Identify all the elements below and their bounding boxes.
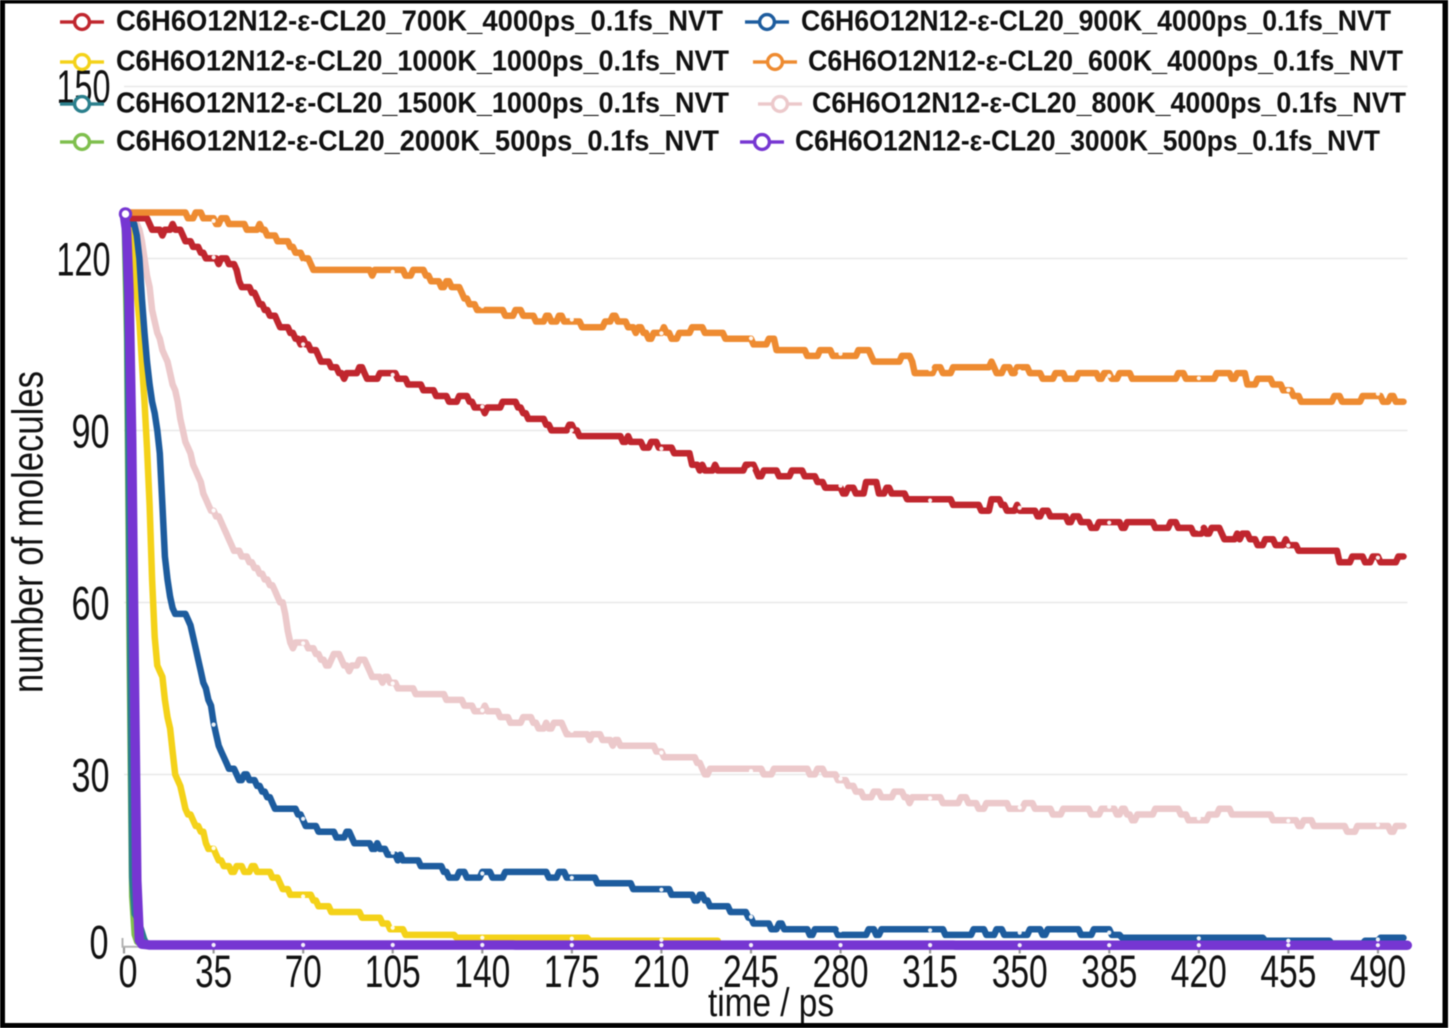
svg-text:420: 420	[1171, 946, 1227, 997]
svg-text:455: 455	[1260, 946, 1316, 997]
svg-text:315: 315	[902, 946, 958, 997]
svg-text:number of molecules: number of molecules	[4, 371, 53, 693]
svg-text:C6H6O12N12-ε-CL20_3000K_500ps_: C6H6O12N12-ε-CL20_3000K_500ps_0.1fs_NVT	[795, 126, 1380, 158]
svg-text:105: 105	[365, 946, 421, 997]
svg-text:120: 120	[57, 232, 111, 285]
svg-text:C6H6O12N12-ε-CL20_800K_4000ps_: C6H6O12N12-ε-CL20_800K_4000ps_0.1fs_NVT	[812, 88, 1406, 120]
svg-text:C6H6O12N12-ε-CL20_600K_4000ps_: C6H6O12N12-ε-CL20_600K_4000ps_0.1fs_NVT	[808, 46, 1403, 78]
svg-text:245: 245	[723, 946, 779, 997]
svg-text:C6H6O12N12-ε-CL20_1500K_1000ps: C6H6O12N12-ε-CL20_1500K_1000ps_0.1fs_NVT	[116, 88, 729, 120]
svg-text:C6H6O12N12-ε-CL20_700K_4000ps_: C6H6O12N12-ε-CL20_700K_4000ps_0.1fs_NVT	[116, 6, 723, 38]
svg-text:35: 35	[195, 946, 232, 997]
svg-text:C6H6O12N12-ε-CL20_1000K_1000ps: C6H6O12N12-ε-CL20_1000K_1000ps_0.1fs_NVT	[116, 46, 729, 78]
svg-text:140: 140	[454, 946, 510, 997]
svg-text:time / ps: time / ps	[708, 981, 834, 1025]
svg-text:C6H6O12N12-ε-CL20_900K_4000ps_: C6H6O12N12-ε-CL20_900K_4000ps_0.1fs_NVT	[801, 6, 1391, 38]
svg-text:210: 210	[633, 946, 689, 997]
svg-text:90: 90	[72, 404, 110, 457]
svg-text:0: 0	[90, 916, 109, 969]
svg-text:280: 280	[813, 946, 869, 997]
svg-text:385: 385	[1081, 946, 1137, 997]
svg-text:175: 175	[544, 946, 600, 997]
svg-text:70: 70	[285, 946, 322, 997]
svg-text:0: 0	[119, 946, 138, 997]
svg-text:490: 490	[1350, 946, 1406, 997]
svg-text:30: 30	[72, 748, 110, 801]
svg-text:C6H6O12N12-ε-CL20_2000K_500ps_: C6H6O12N12-ε-CL20_2000K_500ps_0.1fs_NVT	[116, 126, 719, 158]
svg-text:350: 350	[992, 946, 1048, 997]
svg-text:60: 60	[72, 576, 110, 629]
